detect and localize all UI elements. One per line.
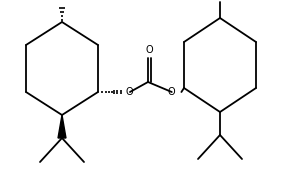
Polygon shape xyxy=(58,115,66,138)
Text: O: O xyxy=(126,87,133,97)
Text: O: O xyxy=(146,45,154,55)
Text: O: O xyxy=(168,87,176,97)
